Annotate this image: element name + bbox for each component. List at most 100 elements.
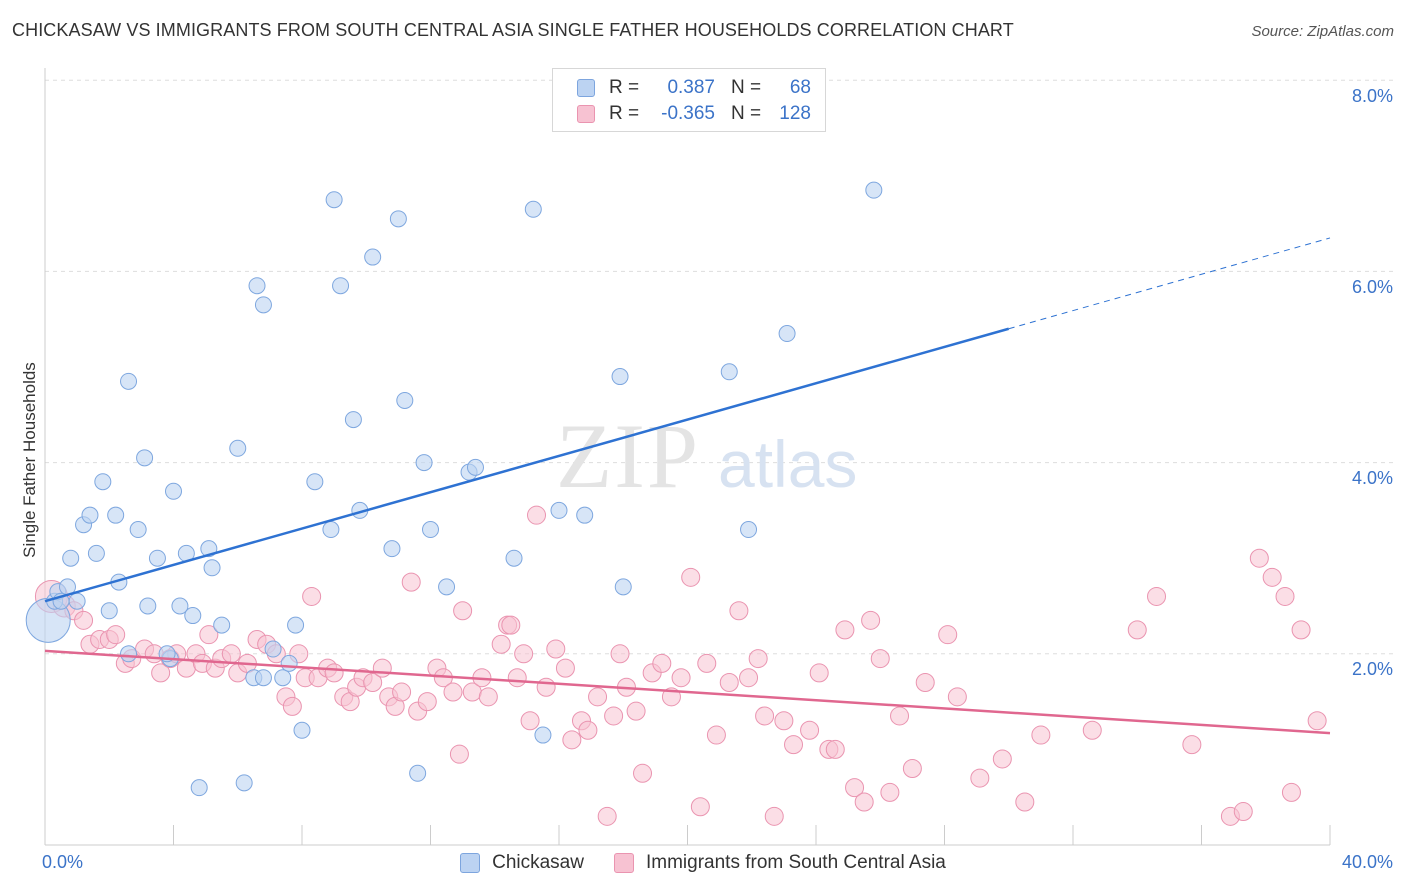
point-immigrants — [324, 663, 344, 683]
n-value: 68 — [789, 77, 811, 98]
point-immigrants — [546, 639, 566, 659]
point-immigrants — [507, 668, 527, 688]
point-immigrants — [890, 706, 910, 726]
point-immigrants — [1082, 720, 1102, 740]
point-chickasaw — [576, 506, 594, 524]
point-immigrants — [604, 706, 624, 726]
point-immigrants — [597, 806, 617, 826]
point-immigrants — [748, 649, 768, 669]
point-chickasaw — [229, 439, 247, 457]
trend-lines — [44, 237, 1331, 735]
point-chickasaw — [254, 669, 272, 687]
point-chickasaw — [148, 549, 166, 567]
point-immigrants — [719, 672, 739, 692]
point-immigrants — [302, 586, 322, 606]
point-chickasaw — [396, 391, 414, 409]
point-immigrants — [74, 610, 94, 630]
point-immigrants — [947, 687, 967, 707]
r-label: R = — [609, 103, 640, 124]
point-chickasaw — [611, 368, 629, 386]
n-value: 128 — [779, 103, 811, 124]
point-immigrants — [800, 720, 820, 740]
point-immigrants — [536, 677, 556, 697]
point-immigrants — [151, 663, 171, 683]
point-chickasaw — [614, 578, 632, 596]
watermark-atlas: atlas — [718, 427, 857, 501]
point-immigrants — [915, 672, 935, 692]
point-immigrants — [1291, 620, 1311, 640]
point-chickasaw — [344, 411, 362, 429]
point-chickasaw — [94, 473, 112, 491]
point-chickasaw — [534, 726, 552, 744]
y-tick-4: 4.0% — [1351, 468, 1393, 488]
watermark: ZIP atlas — [556, 405, 857, 507]
point-chickasaw — [139, 597, 157, 615]
point-chickasaw — [120, 645, 138, 663]
point-chickasaw — [254, 296, 272, 314]
point-chickasaw — [280, 654, 298, 672]
point-chickasaw — [120, 372, 138, 390]
point-chickasaw — [550, 501, 568, 519]
point-immigrants — [626, 701, 646, 721]
point-immigrants — [363, 672, 383, 692]
point-immigrants — [610, 644, 630, 664]
point-immigrants — [527, 505, 547, 525]
point-chickasaw — [81, 506, 99, 524]
x-label-max: 40.0% — [1341, 852, 1393, 872]
point-immigrants — [992, 749, 1012, 769]
point-immigrants — [1281, 782, 1301, 802]
legend-label-chickasaw: Chickasaw — [492, 852, 584, 873]
r-value: 0.387 — [667, 77, 715, 98]
point-immigrants — [392, 682, 412, 702]
y-tick-6: 6.0% — [1351, 277, 1393, 297]
point-chickasaw — [438, 578, 456, 596]
point-chickasaw — [293, 721, 311, 739]
legend-label-immigrants: Immigrants from South Central Asia — [645, 852, 946, 873]
point-immigrants — [861, 610, 881, 630]
point-immigrants — [443, 682, 463, 702]
point-immigrants — [562, 730, 582, 750]
trendline-chickasaw — [44, 327, 1010, 603]
point-immigrants — [671, 668, 691, 688]
legend-swatch-pink — [577, 105, 595, 123]
point-chickasaw — [466, 458, 484, 476]
point-immigrants — [835, 620, 855, 640]
legend-row-chickasaw: R = 0.387 N = 68 — [577, 76, 811, 100]
point-immigrants — [555, 658, 575, 678]
point-immigrants — [825, 739, 845, 759]
point-immigrants — [1275, 586, 1295, 606]
point-chickasaw — [129, 521, 147, 539]
point-chickasaw — [107, 506, 125, 524]
point-immigrants — [784, 735, 804, 755]
point-chickasaw — [332, 277, 350, 295]
point-immigrants — [1031, 725, 1051, 745]
point-immigrants — [870, 649, 890, 669]
point-immigrants — [106, 625, 126, 645]
grid-lines — [45, 79, 1393, 655]
point-immigrants — [729, 601, 749, 621]
point-immigrants — [845, 778, 865, 798]
point-immigrants — [449, 744, 469, 764]
point-immigrants — [221, 644, 241, 664]
watermark-zip: ZIP — [556, 405, 700, 507]
legend-item-immigrants: Immigrants from South Central Asia — [613, 852, 946, 874]
point-chickasaw — [62, 549, 80, 567]
legend-row-immigrants: R = -0.365 N = 128 — [577, 102, 811, 126]
point-chickasaw — [322, 521, 340, 539]
point-chickasaw — [165, 482, 182, 500]
point-chickasaw — [100, 602, 118, 620]
n-label: N = — [731, 103, 762, 124]
y-axis-title: Single Father Households — [20, 362, 39, 558]
point-immigrants — [681, 567, 701, 587]
trendline-immigrants — [44, 649, 1331, 735]
point-immigrants — [755, 706, 775, 726]
point-immigrants — [809, 663, 829, 683]
point-immigrants — [1127, 620, 1147, 640]
point-immigrants — [854, 792, 874, 812]
point-chickasaw — [505, 549, 523, 567]
point-chickasaw — [422, 521, 439, 539]
point-chickasaw — [171, 597, 189, 615]
point-immigrants — [764, 806, 784, 826]
chart-title: CHICKASAW VS IMMIGRANTS FROM SOUTH CENTR… — [12, 20, 1014, 40]
